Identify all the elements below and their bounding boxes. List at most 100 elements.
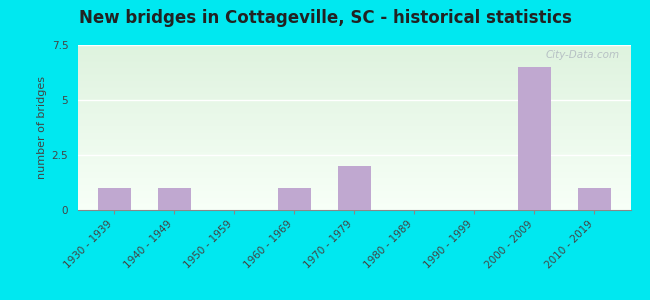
- Bar: [78, 68, 630, 69]
- Bar: [78, 171, 630, 172]
- Bar: [98, 188, 131, 210]
- Bar: [78, 138, 630, 139]
- Bar: [78, 83, 630, 84]
- Bar: [78, 130, 630, 131]
- Bar: [78, 48, 630, 49]
- Bar: [78, 110, 630, 111]
- Bar: [78, 99, 630, 100]
- Bar: [78, 179, 630, 180]
- Bar: [78, 152, 630, 153]
- Bar: [78, 176, 630, 177]
- Bar: [78, 118, 630, 119]
- Bar: [78, 162, 630, 163]
- Bar: [78, 161, 630, 162]
- Bar: [78, 53, 630, 54]
- Bar: [78, 137, 630, 138]
- Bar: [78, 134, 630, 135]
- Bar: [78, 205, 630, 206]
- Bar: [78, 163, 630, 164]
- Bar: [78, 55, 630, 56]
- Bar: [78, 114, 630, 115]
- Bar: [78, 63, 630, 64]
- Bar: [78, 85, 630, 86]
- Bar: [78, 100, 630, 101]
- Bar: [78, 107, 630, 108]
- Bar: [78, 66, 630, 67]
- Bar: [78, 192, 630, 193]
- Bar: [78, 119, 630, 120]
- Bar: [78, 58, 630, 59]
- Bar: [578, 188, 611, 210]
- Bar: [78, 89, 630, 90]
- Bar: [78, 123, 630, 124]
- Bar: [78, 128, 630, 129]
- Bar: [78, 97, 630, 98]
- Bar: [78, 172, 630, 173]
- Bar: [78, 125, 630, 126]
- Bar: [78, 174, 630, 175]
- Bar: [78, 111, 630, 112]
- Bar: [78, 194, 630, 195]
- Bar: [78, 121, 630, 122]
- Bar: [78, 204, 630, 205]
- Y-axis label: number of bridges: number of bridges: [38, 76, 47, 179]
- Bar: [78, 124, 630, 125]
- Bar: [78, 135, 630, 136]
- Bar: [78, 185, 630, 186]
- Bar: [78, 140, 630, 141]
- Bar: [78, 75, 630, 76]
- Bar: [78, 86, 630, 87]
- Bar: [157, 188, 190, 210]
- Bar: [78, 60, 630, 61]
- Bar: [78, 77, 630, 78]
- Bar: [78, 115, 630, 116]
- Bar: [78, 141, 630, 142]
- Bar: [78, 133, 630, 134]
- Bar: [518, 67, 551, 210]
- Bar: [78, 184, 630, 185]
- Text: New bridges in Cottageville, SC - historical statistics: New bridges in Cottageville, SC - histor…: [79, 9, 571, 27]
- Bar: [78, 196, 630, 197]
- Bar: [78, 47, 630, 48]
- Bar: [78, 178, 630, 179]
- Bar: [78, 206, 630, 207]
- Bar: [78, 200, 630, 201]
- Bar: [78, 98, 630, 99]
- Bar: [78, 71, 630, 72]
- Bar: [78, 105, 630, 106]
- Bar: [78, 122, 630, 123]
- Bar: [78, 61, 630, 62]
- Bar: [78, 199, 630, 200]
- Bar: [78, 106, 630, 107]
- Bar: [78, 186, 630, 187]
- Bar: [78, 96, 630, 97]
- Bar: [78, 82, 630, 83]
- Bar: [78, 155, 630, 156]
- Bar: [78, 103, 630, 104]
- Bar: [78, 88, 630, 89]
- Bar: [78, 116, 630, 117]
- Bar: [78, 170, 630, 171]
- Bar: [78, 112, 630, 113]
- Bar: [78, 76, 630, 77]
- Bar: [78, 182, 630, 183]
- Bar: [78, 191, 630, 192]
- Bar: [78, 158, 630, 159]
- Bar: [78, 56, 630, 57]
- Bar: [78, 183, 630, 184]
- Bar: [78, 209, 630, 210]
- Bar: [78, 169, 630, 170]
- Bar: [78, 59, 630, 60]
- Bar: [78, 139, 630, 140]
- Bar: [78, 142, 630, 143]
- Bar: [78, 208, 630, 209]
- Bar: [78, 90, 630, 91]
- Bar: [78, 54, 630, 55]
- Bar: [78, 57, 630, 58]
- Bar: [78, 52, 630, 53]
- Bar: [78, 180, 630, 181]
- Bar: [78, 132, 630, 133]
- Bar: [338, 166, 370, 210]
- Bar: [78, 153, 630, 154]
- Bar: [78, 78, 630, 79]
